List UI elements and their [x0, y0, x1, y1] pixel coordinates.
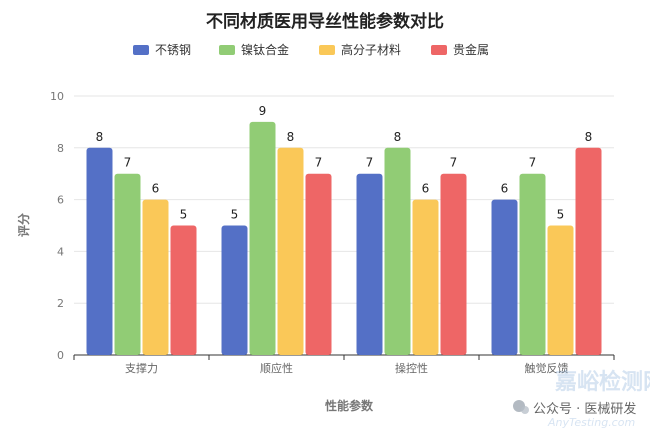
bar — [249, 121, 276, 356]
legend[interactable]: 不锈钢 镍钛合金 高分子材料 贵金属 — [133, 42, 489, 57]
data-label: 8 — [394, 130, 402, 144]
legend-label: 贵金属 — [453, 42, 489, 57]
data-label: 6 — [501, 182, 509, 196]
y-tick-label: 8 — [57, 142, 64, 155]
x-tick-label: 操控性 — [395, 361, 428, 375]
data-label: 5 — [180, 208, 188, 222]
x-tick-label: 顺应性 — [260, 361, 293, 375]
bars — [86, 121, 602, 356]
bar — [114, 173, 141, 355]
x-axis-title: 性能参数 — [324, 398, 374, 413]
y-tick-label: 0 — [57, 349, 64, 362]
data-label: 8 — [585, 130, 593, 144]
bar — [384, 147, 411, 355]
bar — [277, 147, 304, 355]
watermark-brand: 嘉峪检测网 — [555, 369, 650, 395]
data-label: 7 — [315, 156, 323, 170]
legend-item[interactable]: 高分子材料 — [319, 42, 401, 57]
watermark: 嘉峪检测网 公众号 · 医械研发 AnyTesting.com — [513, 369, 650, 429]
y-tick-label: 2 — [57, 297, 64, 310]
y-axis-title: 评分 — [16, 213, 31, 237]
bar — [575, 147, 602, 355]
legend-item[interactable]: 不锈钢 — [133, 43, 191, 57]
legend-swatch — [431, 45, 447, 55]
wechat-icon-inner — [521, 406, 529, 414]
legend-swatch — [319, 45, 335, 55]
x-axis: 支撑力 顺应性 操控性 触觉反馈 — [73, 354, 615, 375]
data-label: 7 — [450, 156, 458, 170]
watermark-url: AnyTesting.com — [547, 416, 635, 429]
data-label: 7 — [529, 156, 537, 170]
bar — [142, 199, 169, 355]
data-label: 9 — [259, 104, 267, 118]
bar — [547, 225, 574, 355]
bar — [170, 225, 197, 355]
legend-label: 高分子材料 — [341, 42, 401, 57]
legend-item[interactable]: 镍钛合金 — [219, 42, 289, 57]
data-label: 5 — [231, 208, 239, 222]
bar — [440, 173, 467, 355]
data-label: 8 — [287, 130, 295, 144]
bar — [221, 225, 248, 355]
data-label: 7 — [124, 156, 132, 170]
bar — [305, 173, 332, 355]
bar — [491, 199, 518, 355]
x-tick-label: 支撑力 — [125, 361, 158, 375]
data-label: 6 — [422, 182, 430, 196]
data-label: 7 — [366, 156, 374, 170]
y-tick-label: 4 — [57, 245, 64, 258]
y-tick-label: 10 — [50, 90, 64, 103]
chart-title: 不同材质医用导丝性能参数对比 — [206, 11, 444, 32]
x-tick-label: 触觉反馈 — [525, 361, 569, 375]
legend-item[interactable]: 贵金属 — [431, 42, 489, 57]
legend-label: 不锈钢 — [155, 43, 191, 57]
data-label: 5 — [557, 208, 565, 222]
data-label: 8 — [96, 130, 104, 144]
bar — [356, 173, 383, 355]
legend-swatch — [133, 45, 149, 55]
legend-label: 镍钛合金 — [241, 42, 289, 57]
data-labels: 8 7 6 5 5 9 8 7 7 8 6 7 6 7 5 8 — [96, 104, 593, 222]
legend-swatch — [219, 45, 235, 55]
y-tick-label: 6 — [57, 194, 64, 207]
watermark-wechat-text: 公众号 · 医械研发 — [533, 401, 636, 417]
bar — [86, 147, 113, 355]
y-axis: 0 2 4 6 8 10 — [50, 90, 64, 362]
bar — [412, 199, 439, 355]
data-label: 6 — [152, 182, 160, 196]
bar — [519, 173, 546, 355]
